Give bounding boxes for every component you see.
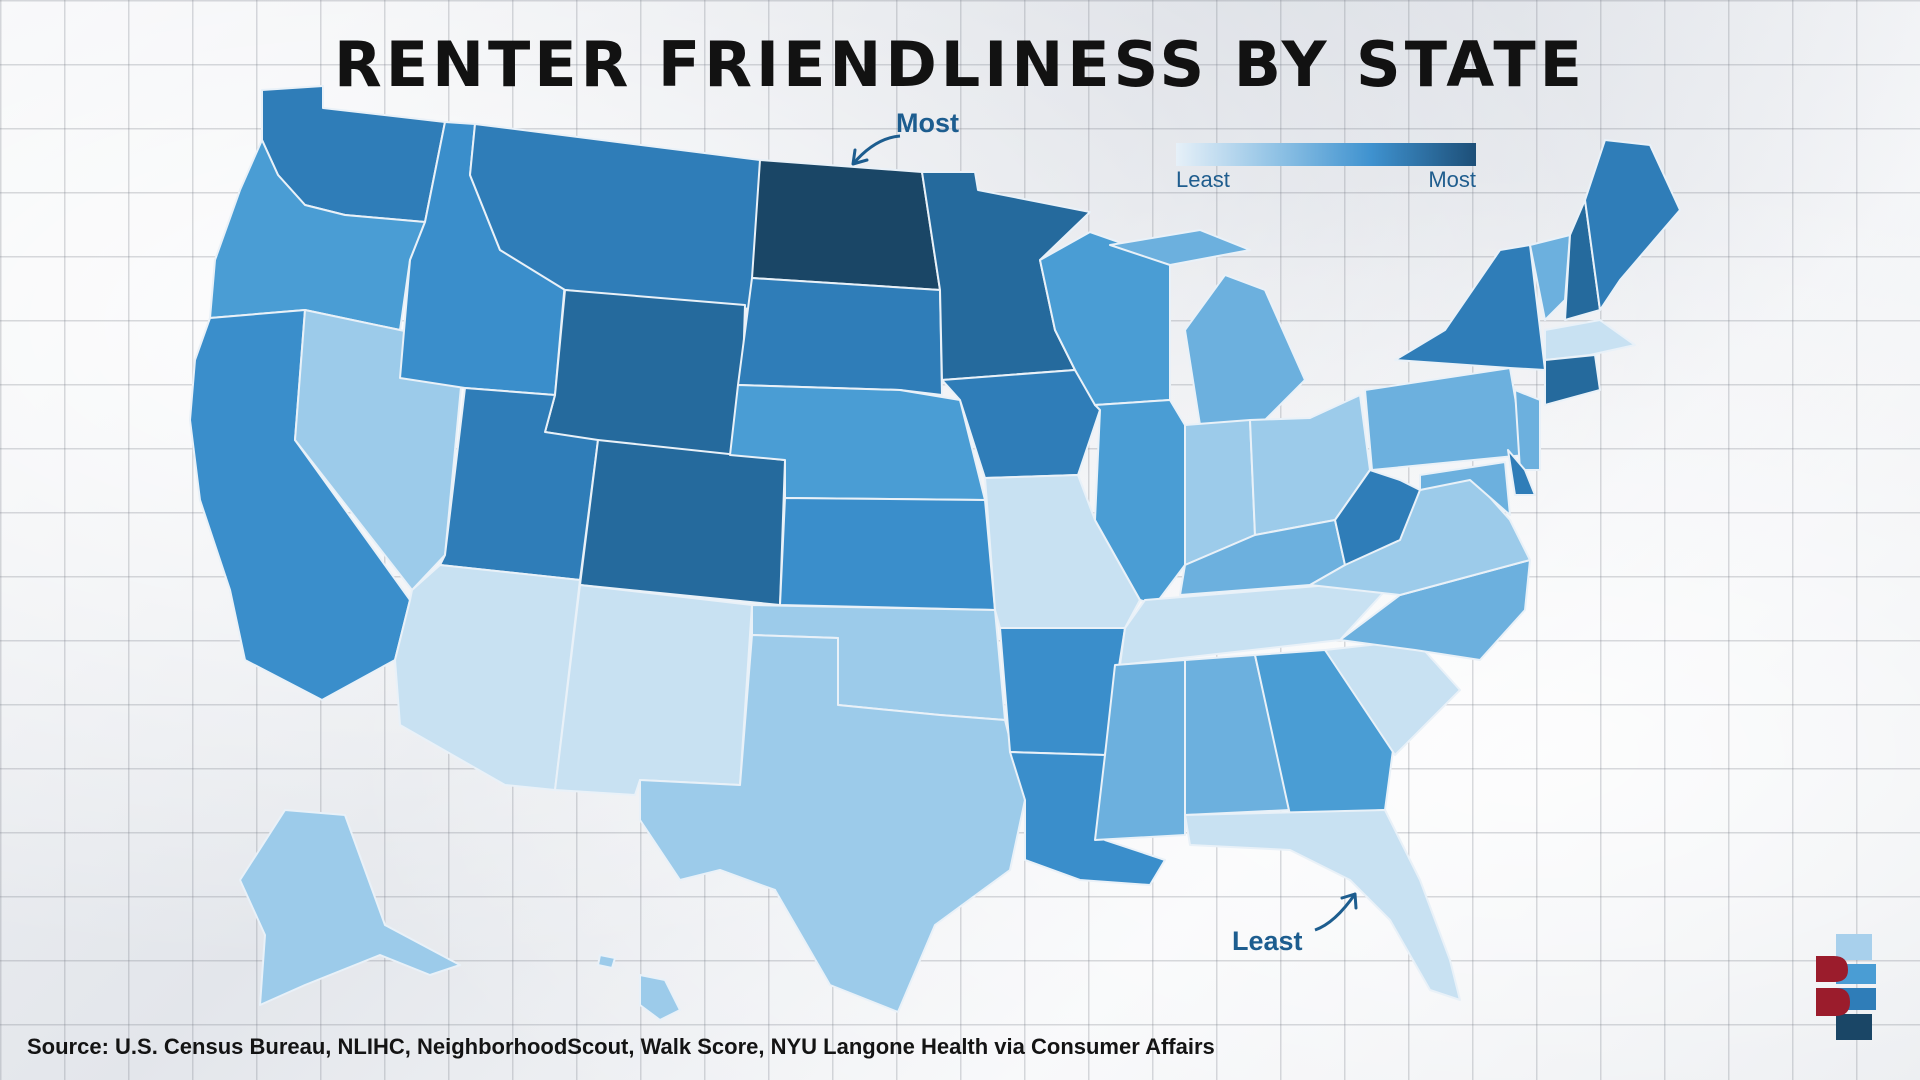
state-ME[interactable] — [1584, 139, 1681, 311]
state-TX[interactable] — [639, 634, 1026, 1013]
state-KS[interactable] — [779, 497, 996, 611]
state-MA[interactable] — [1544, 319, 1636, 361]
state-HI[interactable] — [597, 954, 681, 1021]
state-MD[interactable] — [1419, 461, 1511, 516]
legend-high-label: Most — [1428, 167, 1476, 192]
state-AZ[interactable] — [394, 564, 581, 791]
state-NY[interactable] — [1394, 244, 1546, 371]
callout-least-label: Least — [1232, 926, 1303, 956]
legend-low-label: Least — [1176, 167, 1230, 192]
state-AK[interactable] — [239, 809, 461, 1006]
brand-logo-icon — [1816, 934, 1876, 1040]
state-CT[interactable] — [1544, 354, 1601, 406]
state-FL[interactable] — [1184, 809, 1461, 1001]
state-MS[interactable] — [1094, 659, 1186, 841]
state-MO[interactable] — [984, 474, 1141, 629]
state-VT[interactable] — [1529, 234, 1571, 321]
state-NM[interactable] — [554, 584, 753, 796]
state-SD[interactable] — [737, 277, 943, 396]
state-NJ[interactable] — [1514, 389, 1541, 471]
callout-most-arrow-icon — [851, 134, 901, 166]
callout-least-arrow-icon — [1314, 892, 1358, 932]
color-legend: Least Most — [1176, 143, 1476, 192]
state-PA[interactable] — [1364, 367, 1526, 471]
source-citation: Source: U.S. Census Bureau, NLIHC, Neigh… — [27, 1034, 1215, 1059]
map-title: RENTER FRIENDLINESS BY STATE — [333, 28, 1587, 101]
state-CO[interactable] — [579, 439, 786, 606]
state-OR[interactable] — [209, 139, 426, 331]
legend-gradient-bar — [1176, 143, 1476, 166]
state-GA[interactable] — [1254, 649, 1396, 816]
state-DE[interactable] — [1507, 449, 1536, 496]
callout-most-label: Most — [896, 108, 959, 138]
state-ND[interactable] — [751, 159, 941, 291]
